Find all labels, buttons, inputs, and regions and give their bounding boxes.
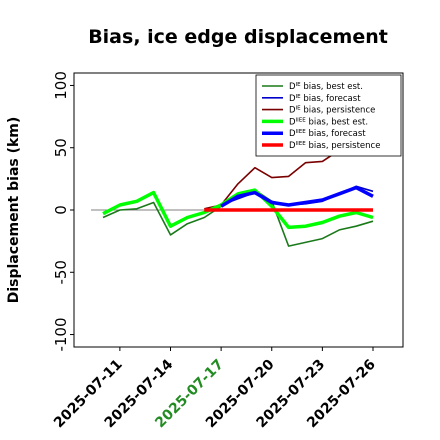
series-layer — [102, 145, 374, 247]
series-line-5 — [220, 185, 374, 208]
legend-entry: DIIEE bias, best est. — [289, 117, 368, 127]
series-line-4 — [102, 188, 374, 230]
legend: DIE bias, best est. DIE bias, forecast DIE… — [255, 74, 402, 157]
y-tick-label: -50 — [52, 260, 70, 285]
legend-entry: DIE bias, persistence — [289, 106, 375, 116]
chart-title: Bias, ice edge displacement — [88, 26, 388, 48]
y-tick-label: -100 — [52, 318, 70, 352]
y-tick-label: 0 — [52, 205, 70, 215]
legend-entry: DIIEE bias, persistence — [289, 141, 380, 151]
y-tick-label: 100 — [52, 71, 70, 100]
x-axis: 2025-07-112025-07-142025-07-172025-07-20… — [51, 347, 379, 431]
y-axis: -100 -50 0 50 100 — [52, 71, 74, 352]
legend-entry: DIE bias, best est. — [289, 82, 363, 92]
legend-box — [255, 74, 402, 157]
legend-entry: DIE bias, forecast — [289, 94, 361, 104]
legend-entry: DIIEE bias, forecast — [289, 129, 366, 139]
y-tick-label: 50 — [52, 138, 70, 157]
